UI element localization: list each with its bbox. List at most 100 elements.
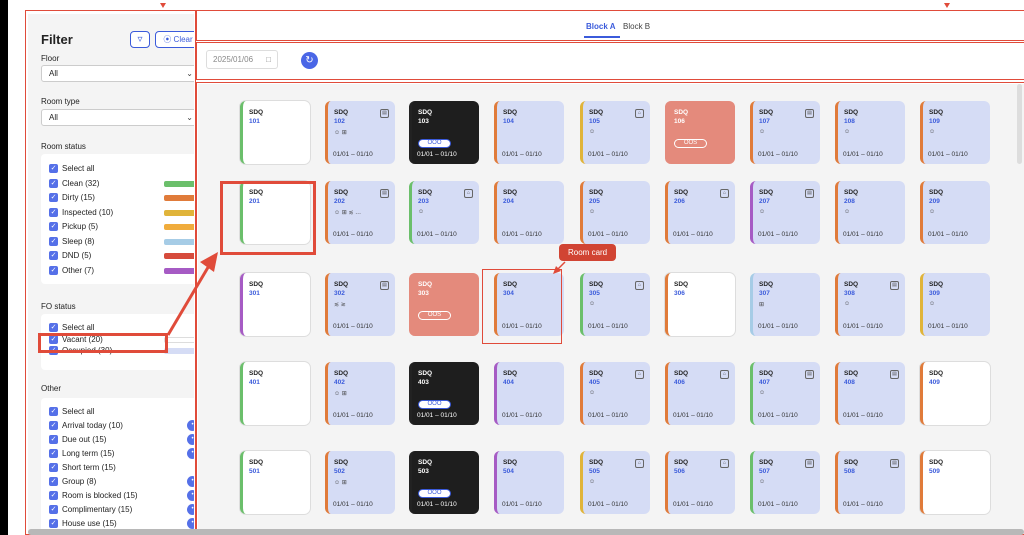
filter-option[interactable]: ✓ Due out (15) • (49, 434, 194, 445)
filter-option[interactable]: ✓ Room is blocked (15) • (49, 490, 194, 501)
room-card[interactable]: SDQ 105 ⌂ ☺ 01/01 – 01/10 (580, 101, 650, 164)
room-card[interactable]: SDQ 104 01/01 – 01/10 (494, 101, 564, 164)
checkbox[interactable]: ✓ (49, 164, 58, 173)
room-card[interactable]: SDQ 407 ▤ ☺ 01/01 – 01/10 (750, 362, 820, 425)
filter-option[interactable]: ✓ Vacant (20) (49, 334, 194, 345)
room-card[interactable]: SDQ 304 01/01 – 01/10 (494, 273, 564, 336)
filter-option[interactable]: ✓ Inspected (10) (49, 207, 194, 218)
room-type-select[interactable]: All ⌄ (41, 109, 194, 126)
checkbox[interactable]: ✓ (49, 519, 58, 528)
room-card[interactable]: SDQ 207 ▤ ☺ 01/01 – 01/10 (750, 181, 820, 244)
room-number: 404 (503, 379, 514, 386)
filter-option[interactable]: ✓ Select all (49, 406, 194, 417)
room-card[interactable]: SDQ 301 (240, 273, 310, 336)
tab-block-b[interactable]: Block B (623, 22, 651, 31)
room-card[interactable]: SDQ 405 ⌂ ☺ 01/01 – 01/10 (580, 362, 650, 425)
checkbox[interactable]: ✓ (49, 323, 58, 332)
filter-option[interactable]: ✓ Long term (15) • (49, 448, 194, 459)
checkbox[interactable]: ✓ (49, 407, 58, 416)
room-card[interactable]: SDQ 504 01/01 – 01/10 (494, 451, 564, 514)
funnel-button[interactable]: ▿ (130, 31, 150, 48)
clear-button[interactable]: ⦿ Clear (155, 31, 194, 48)
checkbox[interactable]: ✓ (49, 207, 58, 217)
room-card[interactable]: SDQ 103 OOO 01/01 – 01/10 (409, 101, 479, 164)
room-card[interactable]: SDQ 503 OOO 01/01 – 01/10 (409, 451, 479, 514)
filter-option[interactable]: ✓ Dirty (15) (49, 192, 194, 203)
room-card[interactable]: SDQ 406 ⌂ 01/01 – 01/10 (665, 362, 735, 425)
filter-option[interactable]: ✓ Short term (15) (49, 462, 194, 473)
room-card[interactable]: SDQ 303 OOS (409, 273, 479, 336)
room-card[interactable]: SDQ 209 ☺ 01/01 – 01/10 (920, 181, 990, 244)
filter-option[interactable]: ✓ Arrival today (10) • (49, 420, 194, 431)
room-card[interactable]: SDQ 509 (920, 451, 990, 514)
room-card[interactable]: SDQ 306 (665, 273, 735, 336)
room-card[interactable]: SDQ 305 ⌂ ☺ 01/01 – 01/10 (580, 273, 650, 336)
room-card[interactable]: SDQ 401 (240, 362, 310, 425)
checkbox[interactable]: ✓ (49, 435, 58, 444)
horizontal-scrollbar[interactable] (28, 529, 1024, 535)
date-input[interactable]: 2025/01/06 □ (206, 50, 278, 69)
filter-option[interactable]: ✓ DND (5) (49, 250, 194, 261)
filter-option[interactable]: ✓ Sleep (8) (49, 236, 194, 247)
room-card[interactable]: SDQ 408 ▤ 01/01 – 01/10 (835, 362, 905, 425)
checkbox[interactable]: ✓ (49, 449, 58, 458)
room-card[interactable]: SDQ 506 ⌂ 01/01 – 01/10 (665, 451, 735, 514)
filter-option[interactable]: ✓ Other (7) (49, 265, 194, 276)
room-card[interactable]: SDQ 203 ⌂ ☺ 01/01 – 01/10 (409, 181, 479, 244)
filter-option[interactable]: ✓ Select all (49, 163, 194, 174)
filter-option-label: Select all (62, 164, 95, 173)
room-card[interactable]: SDQ 308 ▤ ☺ 01/01 – 01/10 (835, 273, 905, 336)
room-card[interactable]: SDQ 307 ⊞ 01/01 – 01/10 (750, 273, 820, 336)
checkbox[interactable]: ✓ (49, 505, 58, 514)
filter-option[interactable]: ✓ Pickup (5) (49, 221, 194, 232)
room-flag-icon: ▤ (890, 459, 899, 468)
room-card[interactable]: SDQ 204 01/01 – 01/10 (494, 181, 564, 244)
room-card[interactable]: SDQ 302 ▤ ≲ ≳ 01/01 – 01/10 (325, 273, 395, 336)
room-card[interactable]: SDQ 404 01/01 – 01/10 (494, 362, 564, 425)
room-card[interactable]: SDQ 501 (240, 451, 310, 514)
vertical-scrollbar[interactable] (1017, 84, 1022, 164)
checkbox[interactable]: ✓ (49, 477, 58, 486)
refresh-button[interactable]: ↻ (301, 52, 318, 69)
room-card[interactable]: SDQ 201 (240, 181, 310, 244)
checkbox[interactable]: ✓ (49, 236, 58, 246)
room-card[interactable]: SDQ 208 ☺ 01/01 – 01/10 (835, 181, 905, 244)
tab-block-a[interactable]: Block A (586, 22, 616, 31)
room-flag-icon: ⌂ (720, 459, 729, 468)
checkbox[interactable]: ✓ (49, 346, 58, 355)
room-card[interactable]: SDQ 402 ☺ ⊞ 01/01 – 01/10 (325, 362, 395, 425)
checkbox[interactable]: ✓ (49, 251, 58, 260)
checkbox[interactable]: ✓ (49, 178, 58, 188)
room-card[interactable]: SDQ 502 ☺ ⊞ 01/01 – 01/10 (325, 451, 395, 514)
checkbox[interactable]: ✓ (49, 491, 58, 500)
room-card[interactable]: SDQ 106 OOS (665, 101, 735, 164)
checkbox[interactable]: ✓ (49, 421, 58, 430)
filter-option[interactable]: ✓ Select all (49, 322, 194, 333)
room-card[interactable]: SDQ 202 ▤ ☺ ⊞ ≲ … 01/01 – 01/10 (325, 181, 395, 244)
room-card[interactable]: SDQ 108 ☺ 01/01 – 01/10 (835, 101, 905, 164)
room-card[interactable]: SDQ 107 ▤ ☺ 01/01 – 01/10 (750, 101, 820, 164)
room-card[interactable]: SDQ 508 ▤ 01/01 – 01/10 (835, 451, 905, 514)
checkbox[interactable]: ✓ (49, 265, 58, 275)
filter-option[interactable]: ✓ Clean (32) (49, 178, 194, 189)
floor-select[interactable]: All ⌄ (41, 65, 194, 82)
stay-dates: 01/01 – 01/10 (502, 151, 542, 158)
room-card[interactable]: SDQ 505 ⌂ ☺ 01/01 – 01/10 (580, 451, 650, 514)
room-card[interactable]: SDQ 101 (240, 101, 310, 164)
filter-option[interactable]: ✓ Group (8) • (49, 476, 194, 487)
filter-option[interactable]: ✓ Occupied (30) (49, 345, 194, 356)
checkbox[interactable]: ✓ (49, 222, 58, 231)
room-card[interactable]: SDQ 309 ☺ 01/01 – 01/10 (920, 273, 990, 336)
checkbox[interactable]: ✓ (49, 334, 58, 344)
checkbox[interactable]: ✓ (49, 193, 58, 202)
room-card[interactable]: SDQ 109 ☺ 01/01 – 01/10 (920, 101, 990, 164)
room-card[interactable]: SDQ 102 ▤ ☺ ⊞ 01/01 – 01/10 (325, 101, 395, 164)
room-card[interactable]: SDQ 403 OOO 01/01 – 01/10 (409, 362, 479, 425)
checkbox[interactable]: ✓ (49, 463, 58, 472)
filter-option[interactable]: ✓ House use (15) • (49, 518, 194, 529)
room-card[interactable]: SDQ 409 (920, 362, 990, 425)
room-card[interactable]: SDQ 206 ⌂ 01/01 – 01/10 (665, 181, 735, 244)
filter-option[interactable]: ✓ Complimentary (15) • (49, 504, 194, 515)
room-card[interactable]: SDQ 507 ▤ ☺ 01/01 – 01/10 (750, 451, 820, 514)
room-card[interactable]: SDQ 205 ☺ 01/01 – 01/10 (580, 181, 650, 244)
